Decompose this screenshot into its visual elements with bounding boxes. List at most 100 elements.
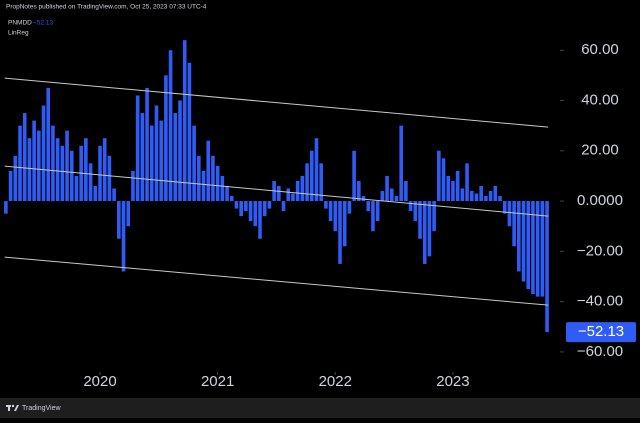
indicator-name: PNMDD — [8, 20, 32, 27]
bar — [225, 185, 229, 202]
bar — [131, 170, 135, 202]
bar — [37, 130, 41, 202]
bar — [168, 50, 173, 202]
bar — [517, 201, 521, 272]
bar — [540, 201, 545, 297]
y-tick-label: −20.00 — [577, 242, 623, 259]
bar — [206, 140, 211, 202]
y-tick-label: 40.00 — [581, 91, 619, 108]
bar — [291, 193, 295, 202]
bar — [484, 196, 488, 202]
bar — [126, 201, 131, 227]
bar — [394, 196, 399, 202]
bar — [324, 201, 328, 209]
bar — [258, 201, 262, 239]
bar — [441, 158, 446, 202]
bar — [469, 190, 474, 202]
bar — [531, 201, 535, 295]
bar — [314, 138, 319, 202]
bar — [149, 125, 154, 202]
y-tick-label: 60.00 — [581, 41, 619, 58]
y-tick-label: −40.00 — [577, 293, 623, 310]
bar — [446, 175, 451, 202]
x-tick-label: 2021 — [201, 373, 234, 390]
bar — [187, 62, 192, 202]
last-value-label: −52.13 — [578, 323, 624, 340]
regression-line — [4, 256, 549, 306]
regression-line — [4, 165, 549, 217]
bar — [333, 201, 338, 232]
bar — [74, 175, 79, 202]
bar — [234, 201, 239, 209]
bar — [502, 201, 507, 214]
bar — [220, 175, 225, 202]
footer-bar — [0, 398, 640, 418]
bar — [102, 138, 107, 202]
x-tick-label: 2022 — [319, 373, 352, 390]
bar — [173, 113, 178, 202]
last-value-box — [566, 322, 636, 343]
bar — [248, 201, 253, 222]
bar — [399, 125, 403, 202]
bar — [201, 170, 206, 202]
y-tick-label: 20.00 — [581, 142, 619, 159]
bar — [84, 138, 88, 202]
bar — [413, 201, 418, 222]
bar — [357, 180, 361, 202]
bar — [281, 201, 286, 212]
bar — [164, 75, 168, 202]
x-tick-label: 2023 — [436, 373, 469, 390]
bar — [192, 125, 196, 202]
bar — [488, 190, 493, 202]
bar — [342, 201, 347, 247]
x-tick-label: 2020 — [83, 373, 116, 390]
bar — [371, 201, 375, 232]
bar — [465, 163, 469, 202]
bar — [244, 201, 248, 212]
bar — [229, 196, 234, 202]
bar — [380, 190, 385, 202]
bar — [32, 120, 36, 202]
bar — [121, 201, 126, 272]
bar — [69, 150, 74, 202]
bar — [154, 105, 159, 202]
bar — [8, 170, 13, 202]
bar — [455, 170, 460, 202]
bar — [277, 185, 281, 202]
regression-line — [4, 77, 549, 128]
bar — [418, 201, 422, 239]
bar — [65, 130, 69, 202]
bar — [267, 201, 272, 209]
bar — [51, 125, 55, 202]
bar — [98, 145, 102, 202]
bar — [338, 201, 342, 264]
bar — [93, 185, 98, 202]
bar — [13, 155, 18, 202]
bar — [451, 180, 455, 202]
bar — [305, 163, 309, 202]
bar — [117, 201, 121, 239]
bar — [286, 188, 291, 202]
bar — [427, 201, 432, 257]
bar — [521, 201, 526, 282]
bar — [140, 113, 145, 202]
bar — [437, 150, 441, 202]
bar — [18, 125, 22, 202]
footer-brand: TradingView — [22, 405, 61, 412]
bar — [55, 138, 60, 202]
bar — [300, 175, 305, 202]
indicator-value: −52.13 — [33, 20, 53, 27]
bar — [295, 180, 300, 202]
y-tick-label: −60.00 — [577, 343, 623, 360]
bar — [178, 100, 182, 202]
bar — [389, 188, 394, 202]
bar — [22, 113, 27, 202]
bar — [262, 201, 267, 217]
bar — [46, 87, 51, 202]
bar — [361, 196, 366, 202]
bar — [432, 201, 436, 232]
bar — [112, 188, 116, 202]
bar — [135, 95, 140, 202]
bar — [27, 138, 32, 202]
